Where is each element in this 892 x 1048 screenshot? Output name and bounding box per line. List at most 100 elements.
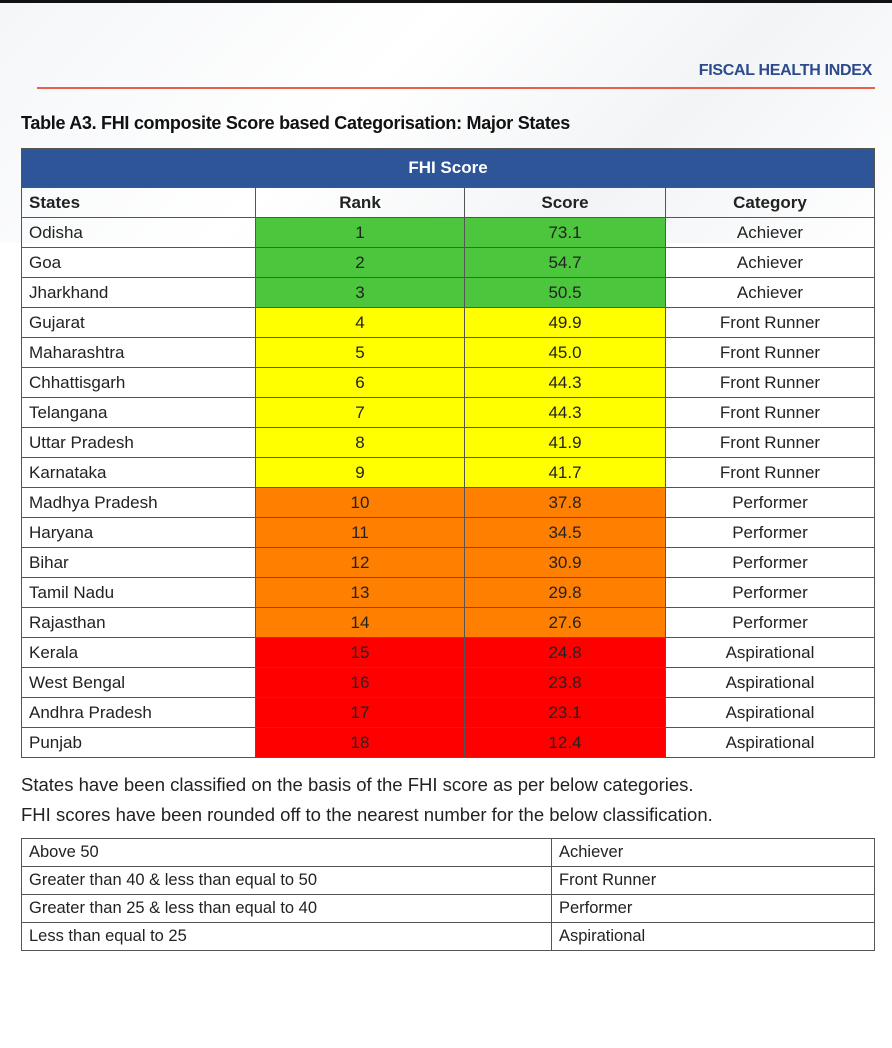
rank-cell: 8 bbox=[255, 427, 465, 458]
column-header-score: Score bbox=[464, 187, 666, 218]
state-cell: Gujarat bbox=[21, 307, 256, 338]
state-cell: Kerala bbox=[21, 637, 256, 668]
state-cell: Odisha bbox=[21, 217, 256, 248]
classification-notes: States have been classified on the basis… bbox=[21, 770, 713, 830]
table-row: Jharkhand 3 50.5 Achiever bbox=[21, 277, 875, 308]
state-cell: Rajasthan bbox=[21, 607, 256, 638]
category-cell: Performer bbox=[665, 547, 875, 578]
category-cell: Front Runner bbox=[665, 307, 875, 338]
legend-range: Greater than 25 & less than equal to 40 bbox=[21, 894, 552, 923]
rank-cell: 18 bbox=[255, 727, 465, 758]
table-row: Haryana 11 34.5 Performer bbox=[21, 517, 875, 548]
rank-cell: 14 bbox=[255, 607, 465, 638]
category-cell: Front Runner bbox=[665, 427, 875, 458]
table-row: Uttar Pradesh 8 41.9 Front Runner bbox=[21, 427, 875, 458]
category-cell: Aspirational bbox=[665, 697, 875, 728]
score-cell: 41.7 bbox=[464, 457, 666, 488]
rank-cell: 15 bbox=[255, 637, 465, 668]
score-cell: 24.8 bbox=[464, 637, 666, 668]
score-cell: 29.8 bbox=[464, 577, 666, 608]
category-cell: Achiever bbox=[665, 247, 875, 278]
rank-cell: 12 bbox=[255, 547, 465, 578]
state-cell: Goa bbox=[21, 247, 256, 278]
state-cell: Karnataka bbox=[21, 457, 256, 488]
fhi-score-table: FHI Score States Rank Score Category Odi… bbox=[21, 148, 875, 758]
state-cell: Madhya Pradesh bbox=[21, 487, 256, 518]
category-cell: Achiever bbox=[665, 277, 875, 308]
category-cell: Front Runner bbox=[665, 397, 875, 428]
header-rule bbox=[37, 87, 875, 89]
legend-category: Performer bbox=[551, 894, 875, 923]
score-cell: 73.1 bbox=[464, 217, 666, 248]
state-cell: Maharashtra bbox=[21, 337, 256, 368]
category-cell: Performer bbox=[665, 577, 875, 608]
table-row: Telangana 7 44.3 Front Runner bbox=[21, 397, 875, 428]
legend-category: Front Runner bbox=[551, 866, 875, 895]
score-cell: 44.3 bbox=[464, 397, 666, 428]
score-cell: 30.9 bbox=[464, 547, 666, 578]
table-row: Madhya Pradesh 10 37.8 Performer bbox=[21, 487, 875, 518]
table-row: Andhra Pradesh 17 23.1 Aspirational bbox=[21, 697, 875, 728]
state-cell: Bihar bbox=[21, 547, 256, 578]
rank-cell: 1 bbox=[255, 217, 465, 248]
column-header-rank: Rank bbox=[255, 187, 465, 218]
rank-cell: 10 bbox=[255, 487, 465, 518]
table-row: Kerala 15 24.8 Aspirational bbox=[21, 637, 875, 668]
table-row: West Bengal 16 23.8 Aspirational bbox=[21, 667, 875, 698]
category-cell: Front Runner bbox=[665, 457, 875, 488]
table-row: Karnataka 9 41.7 Front Runner bbox=[21, 457, 875, 488]
rank-cell: 9 bbox=[255, 457, 465, 488]
rank-cell: 2 bbox=[255, 247, 465, 278]
table-row: Maharashtra 5 45.0 Front Runner bbox=[21, 337, 875, 368]
table-row: Bihar 12 30.9 Performer bbox=[21, 547, 875, 578]
legend-row: Above 50 Achiever bbox=[21, 838, 875, 867]
table-row: Goa 2 54.7 Achiever bbox=[21, 247, 875, 278]
category-cell: Front Runner bbox=[665, 367, 875, 398]
rank-cell: 7 bbox=[255, 397, 465, 428]
state-cell: Tamil Nadu bbox=[21, 577, 256, 608]
rank-cell: 17 bbox=[255, 697, 465, 728]
rank-cell: 11 bbox=[255, 517, 465, 548]
legend-row: Less than equal to 25 Aspirational bbox=[21, 922, 875, 951]
category-cell: Achiever bbox=[665, 217, 875, 248]
legend-row: Greater than 25 & less than equal to 40 P… bbox=[21, 894, 875, 923]
category-cell: Performer bbox=[665, 517, 875, 548]
state-cell: Uttar Pradesh bbox=[21, 427, 256, 458]
note-line: States have been classified on the basis… bbox=[21, 774, 694, 795]
table-row: Odisha 1 73.1 Achiever bbox=[21, 217, 875, 248]
state-cell: Chhattisgarh bbox=[21, 367, 256, 398]
state-cell: Punjab bbox=[21, 727, 256, 758]
legend-row: Greater than 40 & less than equal to 50 F… bbox=[21, 866, 875, 895]
category-cell: Front Runner bbox=[665, 337, 875, 368]
column-header-states: States bbox=[21, 187, 256, 218]
table-row: Chhattisgarh 6 44.3 Front Runner bbox=[21, 367, 875, 398]
score-cell: 34.5 bbox=[464, 517, 666, 548]
category-cell: Performer bbox=[665, 607, 875, 638]
score-cell: 54.7 bbox=[464, 247, 666, 278]
score-cell: 37.8 bbox=[464, 487, 666, 518]
state-cell: Telangana bbox=[21, 397, 256, 428]
state-cell: West Bengal bbox=[21, 667, 256, 698]
legend-category: Aspirational bbox=[551, 922, 875, 951]
legend-range: Less than equal to 25 bbox=[21, 922, 552, 951]
rank-cell: 3 bbox=[255, 277, 465, 308]
rank-cell: 4 bbox=[255, 307, 465, 338]
score-cell: 27.6 bbox=[464, 607, 666, 638]
category-cell: Aspirational bbox=[665, 727, 875, 758]
score-cell: 45.0 bbox=[464, 337, 666, 368]
legend-range: Above 50 bbox=[21, 838, 552, 867]
state-cell: Andhra Pradesh bbox=[21, 697, 256, 728]
rank-cell: 13 bbox=[255, 577, 465, 608]
table-row: Rajasthan 14 27.6 Performer bbox=[21, 607, 875, 638]
score-cell: 23.8 bbox=[464, 667, 666, 698]
category-legend-table: Above 50 Achiever Greater than 40 & less t… bbox=[21, 838, 875, 951]
column-header-category: Category bbox=[665, 187, 875, 218]
score-cell: 44.3 bbox=[464, 367, 666, 398]
category-cell: Aspirational bbox=[665, 667, 875, 698]
score-cell: 49.9 bbox=[464, 307, 666, 338]
table-row: Punjab 18 12.4 Aspirational bbox=[21, 727, 875, 758]
brand-header: FISCAL HEALTH INDEX bbox=[698, 62, 873, 79]
rank-cell: 5 bbox=[255, 337, 465, 368]
state-cell: Jharkhand bbox=[21, 277, 256, 308]
score-cell: 12.4 bbox=[464, 727, 666, 758]
